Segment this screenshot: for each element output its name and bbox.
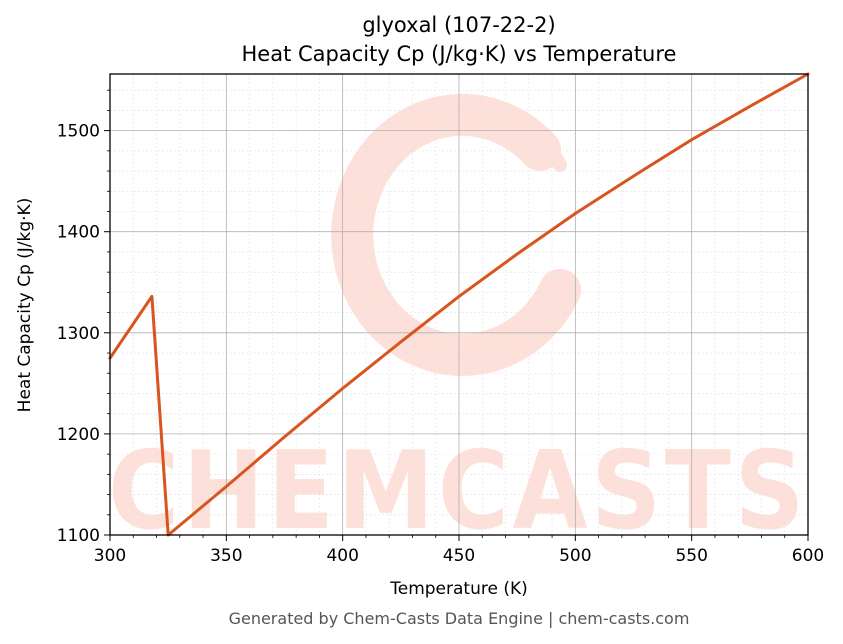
y-axis-label: Heat Capacity Cp (J/kg·K): [15, 198, 35, 413]
watermark: CHEMCASTS: [108, 93, 808, 554]
x-tick-label: 500: [559, 546, 591, 566]
chart-subtitle: Heat Capacity Cp (J/kg·K) vs Temperature: [242, 42, 677, 66]
y-tick-label: 1200: [57, 425, 100, 445]
y-tick-label: 1500: [57, 122, 100, 142]
x-tick-label: 450: [443, 546, 475, 566]
x-axis-label: Temperature (K): [389, 579, 528, 599]
y-tick-label: 1300: [57, 324, 100, 344]
series-line-0: [108, 72, 810, 537]
watermark-text: CHEMCASTS: [108, 429, 808, 554]
x-axis-ticks: 300 350 400 450 500 550 600: [94, 535, 824, 566]
x-tick-label: 400: [326, 546, 358, 566]
watermark-logo: [331, 93, 581, 376]
footer-credit: Generated by Chem-Casts Data Engine | ch…: [229, 609, 690, 628]
x-tick-label: 350: [210, 546, 242, 566]
x-tick-label: 550: [675, 546, 707, 566]
x-tick-label: 300: [94, 546, 126, 566]
x-tick-label: 600: [792, 546, 824, 566]
y-tick-label: 1400: [57, 223, 100, 243]
y-tick-label: 1100: [57, 526, 100, 546]
y-axis-ticks: 1100 1200 1300 1400 1500: [57, 89, 110, 546]
series-layer: [108, 72, 810, 537]
chart-title: glyoxal (107-22-2): [362, 13, 555, 37]
